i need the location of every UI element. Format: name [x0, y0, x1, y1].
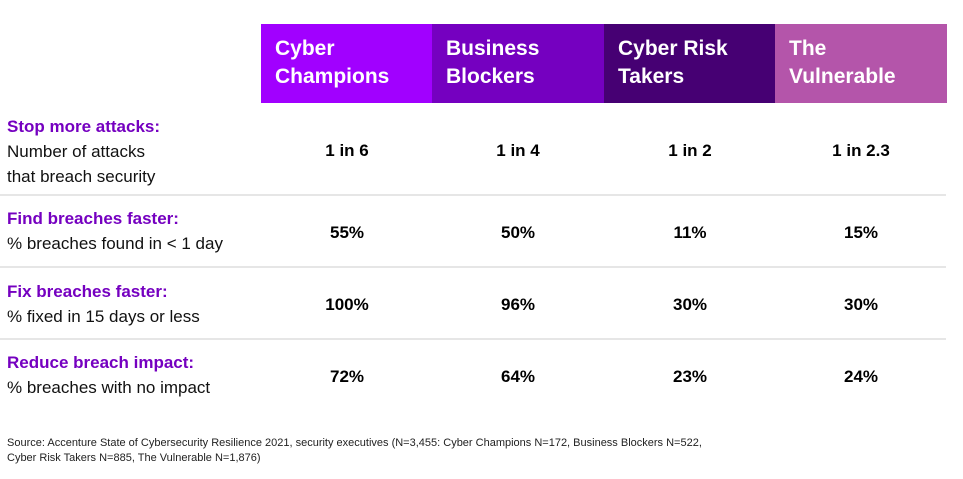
row-description: % fixed in 15 days or less: [7, 307, 200, 326]
column-header-line: Blockers: [446, 65, 535, 88]
row-label-fix-breaches: Fix breaches faster: % fixed in 15 days …: [7, 279, 200, 329]
row-title: Fix breaches faster:: [7, 282, 168, 301]
table-cell: 15%: [843, 223, 879, 242]
table-cell: 30%: [843, 295, 879, 314]
row-description: % breaches with no impact: [7, 378, 211, 397]
column-header-cyber-risk-takers: Cyber Risk Takers: [604, 24, 776, 103]
row-divider: [0, 194, 946, 196]
column-header-line: Business: [446, 37, 540, 60]
column-header-line: Takers: [618, 65, 685, 88]
table-cell: 55%: [329, 223, 365, 242]
table-cell: 64%: [500, 367, 536, 386]
table-cell: 100%: [325, 295, 369, 314]
table-cell: 96%: [500, 295, 536, 314]
table-cell: 72%: [329, 367, 365, 386]
table-cell: 24%: [843, 367, 879, 386]
row-title: Stop more attacks:: [7, 117, 161, 136]
column-header-business-blockers: Business Blockers: [432, 24, 604, 103]
row-description: % breaches found in < 1 day: [7, 234, 223, 253]
column-header-line: Cyber Risk: [618, 37, 728, 60]
row-label-find-breaches: Find breaches faster: % breaches found i…: [7, 206, 223, 256]
table-cell: 1 in 2: [668, 141, 712, 160]
row-title: Reduce breach impact:: [7, 353, 195, 372]
table-cell: 30%: [672, 295, 708, 314]
table-cell: 1 in 6: [325, 141, 369, 160]
table-cell: 1 in 4: [496, 141, 540, 160]
table-cell: 11%: [673, 223, 707, 242]
source-note: Source: Accenture State of Cybersecurity…: [7, 436, 947, 466]
table-cell: 1 in 2.3: [832, 141, 890, 160]
column-header-the-vulnerable: The Vulnerable: [775, 24, 947, 103]
column-header-line: Vulnerable: [789, 65, 896, 88]
row-title: Find breaches faster:: [7, 209, 179, 228]
row-divider: [0, 338, 946, 340]
source-line: Cyber Risk Takers N=885, The Vulnerable …: [7, 452, 261, 464]
row-label-stop-attacks: Stop more attacks: Number of attacks tha…: [7, 114, 160, 189]
table-cell: 50%: [500, 223, 536, 242]
row-label-reduce-impact: Reduce breach impact: % breaches with no…: [7, 350, 210, 400]
column-header-line: The: [789, 37, 827, 60]
column-header-line: Champions: [275, 65, 390, 88]
row-divider: [0, 266, 946, 268]
column-header-line: Cyber: [275, 37, 335, 60]
row-description: that breach security: [7, 167, 156, 186]
source-line: Source: Accenture State of Cybersecurity…: [7, 437, 702, 449]
column-header-cyber-champions: Cyber Champions: [261, 24, 433, 103]
table-cell: 23%: [672, 367, 708, 386]
row-description: Number of attacks: [7, 142, 145, 161]
